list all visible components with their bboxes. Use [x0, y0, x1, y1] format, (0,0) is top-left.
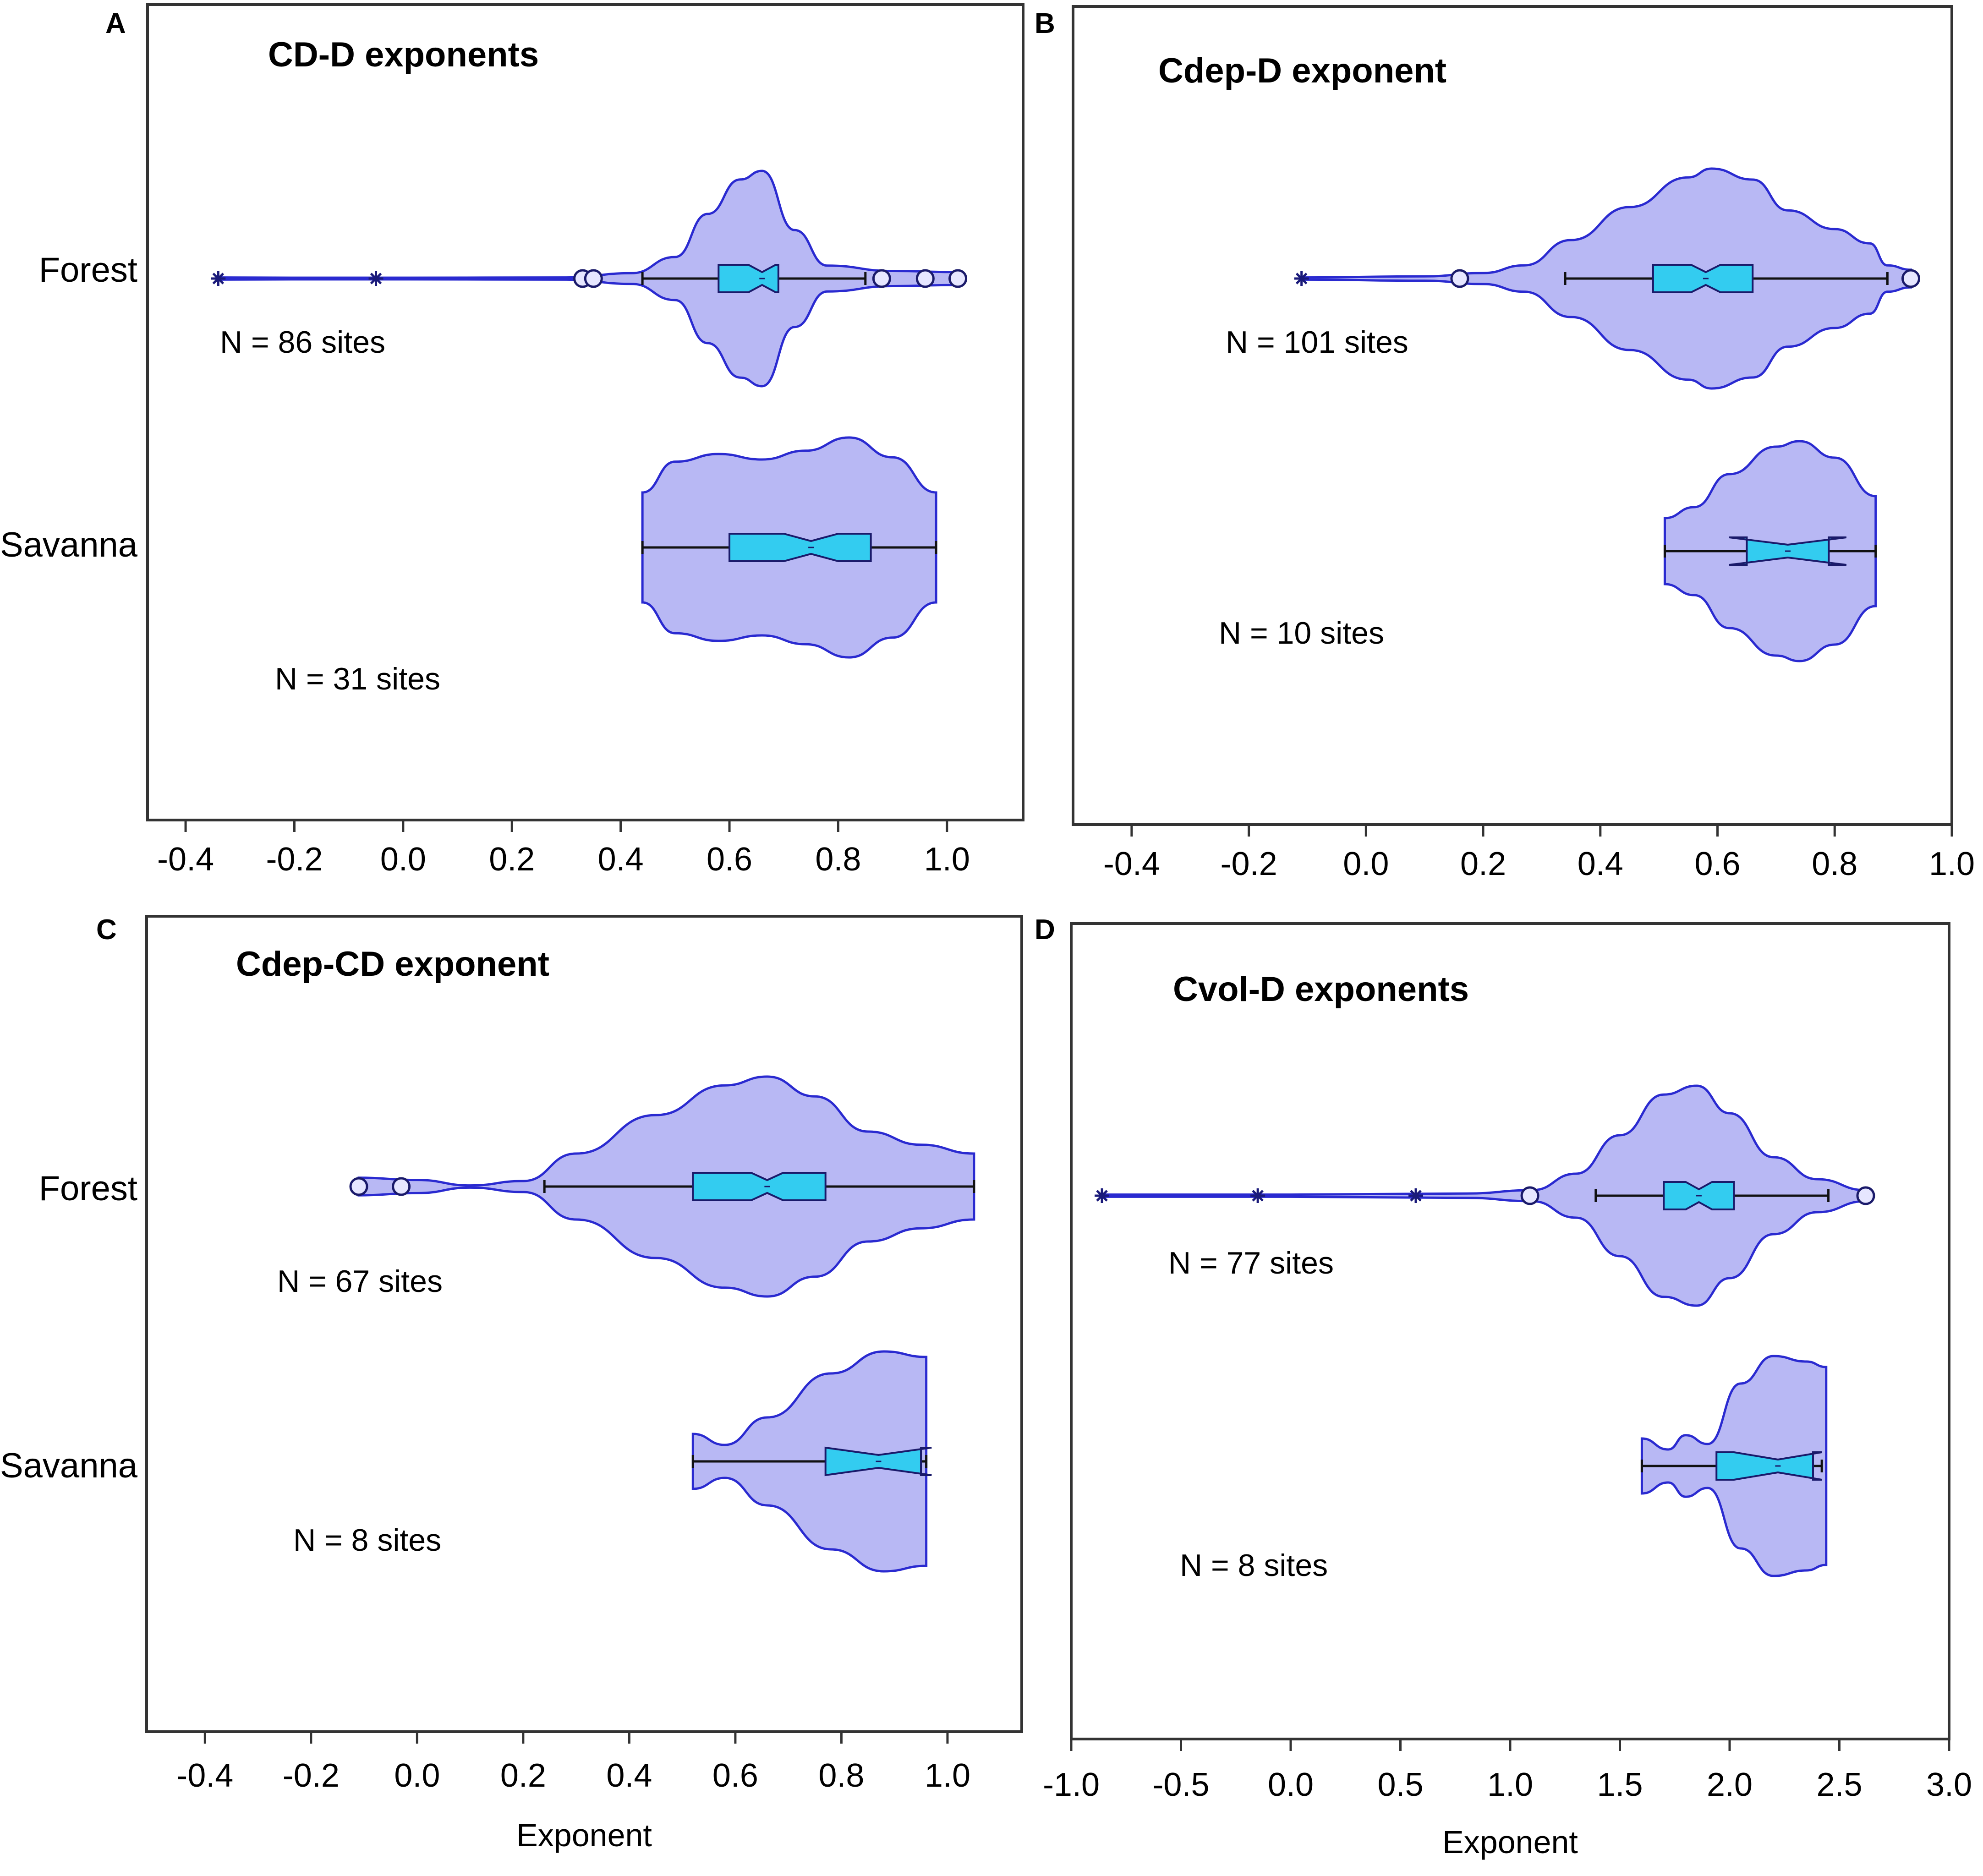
panel-letter: D — [1035, 914, 1055, 946]
group-savanna: N = 8 sites — [1180, 1355, 1828, 1583]
x-tick-label: 0.0 — [394, 1757, 440, 1794]
group-forest: N = 101 sites — [1226, 167, 1920, 390]
x-tick-label: 0.0 — [380, 841, 426, 878]
x-tick-label: 0.0 — [1343, 846, 1389, 882]
outlier-circle — [1450, 269, 1469, 288]
outlier-circle — [392, 1177, 411, 1196]
category-label: Forest — [39, 1169, 137, 1208]
x-tick-label: 0.0 — [1268, 1767, 1314, 1803]
x-tick-label: 0.6 — [712, 1757, 758, 1794]
x-tick-label: 0.4 — [606, 1757, 652, 1794]
outlier-star — [1294, 271, 1309, 286]
group-savanna: N = 10 sites — [1219, 440, 1877, 662]
x-tick-label: 0.4 — [1578, 846, 1623, 882]
x-tick-label: 0.2 — [1460, 846, 1506, 882]
panel-c: C Cdep-CD exponent -0.4 -0.2 0.0 0.2 0.4 0.6 0.8… — [0, 914, 1023, 1853]
panels: A CD-D exponents -0.4 -0.2 0.0 0.2 0.4 0.6 0.8 1.… — [0, 3, 1975, 1860]
notched-box — [1715, 1451, 1822, 1481]
panel-title: Cdep-D exponent — [1158, 51, 1446, 90]
x-tick-label: 0.8 — [818, 1757, 864, 1794]
x-tick-label: -0.4 — [157, 841, 214, 878]
panel-letter: A — [105, 8, 126, 39]
n-sites-label: N = 31 sites — [275, 662, 440, 696]
x-tick-label: 2.0 — [1707, 1767, 1753, 1803]
category-label: Forest — [39, 251, 137, 290]
outlier-circle — [1901, 269, 1920, 288]
n-sites-label: N = 101 sites — [1226, 325, 1408, 360]
x-tick-label: -0.5 — [1152, 1767, 1209, 1803]
x-tick-label: 0.4 — [598, 841, 644, 878]
x-tick-label: 0.8 — [1812, 846, 1857, 882]
x-tick-label: 1.5 — [1597, 1767, 1643, 1803]
panel-title: Cvol-D exponents — [1173, 970, 1469, 1009]
x-tick-label: 1.0 — [925, 1757, 970, 1794]
group-forest: Forest N = 86 sites — [39, 170, 968, 388]
outlier-star — [1095, 1188, 1110, 1203]
panel-title: Cdep-CD exponent — [236, 945, 549, 984]
panel-b: B Cdep-D exponent -0.4 -0.2 0.0 0.2 0.4 0.6 0.8 1… — [1035, 5, 1975, 882]
panel-a: A CD-D exponents -0.4 -0.2 0.0 0.2 0.4 0.6 0.8 1.… — [0, 3, 1024, 878]
notched-box — [729, 533, 872, 562]
n-sites-label: N = 10 sites — [1219, 616, 1384, 651]
category-label: Savanna — [0, 1446, 138, 1485]
x-tick-label: 0.5 — [1377, 1767, 1423, 1803]
outlier-star — [1408, 1188, 1424, 1203]
outlier-circle — [584, 269, 603, 288]
outlier-circle — [915, 269, 935, 288]
notched-box — [692, 1172, 827, 1201]
x-tick-label: -0.4 — [176, 1757, 233, 1794]
outlier-circle — [948, 269, 968, 288]
x-tick-label: 0.6 — [1694, 846, 1740, 882]
x-tick-label: 3.0 — [1926, 1767, 1972, 1803]
category-label: Savanna — [0, 525, 138, 564]
x-tick-label: 0.6 — [707, 841, 752, 878]
n-sites-label: N = 8 sites — [293, 1523, 441, 1558]
plot-frame — [1072, 5, 1953, 826]
panel-title: CD-D exponents — [268, 35, 539, 74]
n-sites-label: N = 67 sites — [277, 1264, 443, 1299]
outlier-star — [368, 271, 383, 286]
n-sites-label: N = 8 sites — [1180, 1548, 1328, 1583]
x-tick-label: -0.2 — [266, 841, 323, 878]
x-tick-label: 1.0 — [1487, 1767, 1533, 1803]
group-savanna: Savanna N = 31 sites — [0, 436, 937, 696]
panel-d: D Cvol-D exponents -1.0 -0.5 0.0 0.5 1.0 1.5 2.0… — [1035, 914, 1972, 1860]
panel-letter: C — [96, 914, 117, 946]
x-tick-label: -0.4 — [1103, 846, 1160, 882]
plot-frame — [146, 3, 1024, 821]
panel-letter: B — [1035, 8, 1055, 39]
x-tick-label: 0.2 — [489, 841, 535, 878]
notched-box — [718, 264, 779, 293]
n-sites-label: N = 86 sites — [220, 325, 385, 360]
group-forest: Forest N = 67 sites — [39, 1075, 975, 1299]
x-tick-label: -0.2 — [283, 1757, 340, 1794]
outlier-circle — [1856, 1186, 1875, 1205]
n-sites-label: N = 77 sites — [1168, 1246, 1334, 1280]
x-tick-label: 1.0 — [1929, 846, 1975, 882]
x-tick-label: 2.5 — [1816, 1767, 1862, 1803]
outlier-circle — [1520, 1186, 1539, 1205]
x-tick-label: 0.8 — [815, 841, 861, 878]
x-tick-label: -1.0 — [1043, 1767, 1100, 1803]
group-forest: N = 77 sites — [1095, 1084, 1875, 1307]
x-tick-label: 0.2 — [500, 1757, 546, 1794]
outlier-circle — [872, 269, 891, 288]
x-axis-title: Exponent — [516, 1817, 652, 1853]
x-tick-label: -0.2 — [1221, 846, 1277, 882]
outlier-star — [211, 271, 226, 286]
x-axis-title: Exponent — [1442, 1824, 1578, 1860]
x-tick-label: 1.0 — [924, 841, 970, 878]
outlier-circle — [349, 1177, 368, 1196]
plot-frame — [145, 915, 1023, 1733]
group-savanna: Savanna N = 8 sites — [0, 1350, 932, 1573]
notched-box — [1652, 264, 1754, 293]
outlier-star — [1250, 1188, 1265, 1203]
